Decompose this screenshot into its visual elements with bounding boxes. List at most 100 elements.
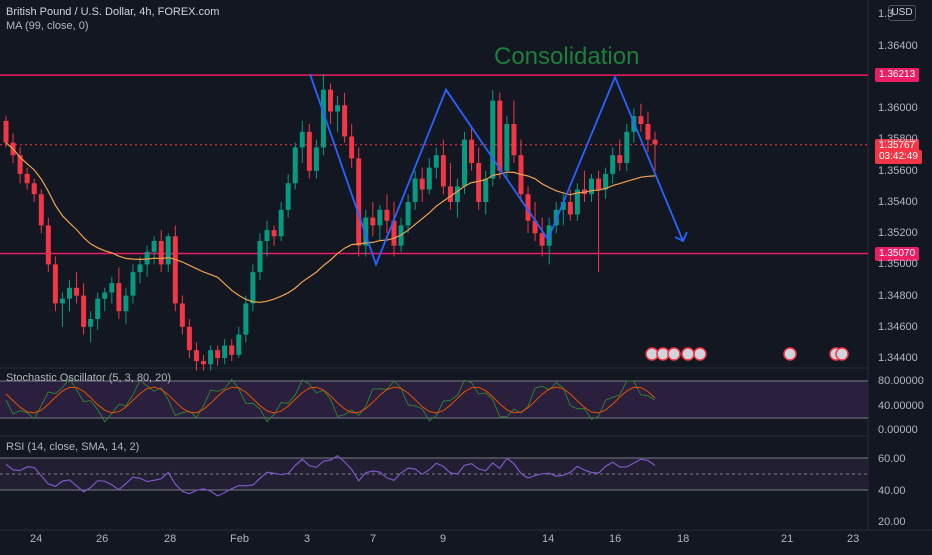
candle-body	[236, 334, 242, 355]
x-axis-label: 26	[96, 533, 109, 545]
candle-body	[243, 303, 249, 335]
currency-tag[interactable]: USD	[888, 5, 916, 21]
candle-body	[391, 220, 397, 246]
candle-body	[652, 139, 658, 145]
x-axis-label: 9	[440, 533, 447, 545]
candle-body	[31, 183, 37, 195]
candle-body	[617, 155, 623, 163]
candle-body	[52, 264, 58, 304]
consolidation-label: Consolidation	[494, 43, 640, 70]
candle-body	[95, 298, 101, 319]
rsi-legend[interactable]: RSI (14, close, SMA, 14, 2)	[6, 441, 140, 453]
stoch-legend[interactable]: Stochastic Oscillator (5, 3, 80, 20)	[6, 372, 172, 384]
event-flag-icon	[783, 347, 797, 361]
rsi-tick: 20.00	[878, 516, 906, 528]
candle-body	[102, 292, 108, 299]
x-axis-label: 3	[304, 533, 311, 545]
symbol-title[interactable]: British Pound / U.S. Dollar, 4h, FOREX.c…	[6, 6, 220, 18]
candle-body	[384, 209, 390, 221]
stoch-band	[0, 381, 868, 418]
price-axis-partial-top: 1.3	[878, 8, 894, 20]
candle-body	[264, 230, 270, 241]
candle-body	[59, 298, 65, 304]
candle-body	[66, 287, 72, 299]
candle-body	[74, 287, 80, 296]
candle-body	[610, 155, 616, 174]
candle-body	[433, 155, 439, 168]
price-tick: 1.36000	[878, 102, 918, 114]
resistance-price-badge: 1.36213	[875, 68, 920, 82]
price-tick: 1.35000	[878, 258, 918, 270]
event-flag-icon	[656, 347, 670, 361]
candle-body	[3, 120, 9, 143]
stoch-k-line	[5, 377, 656, 423]
candle-body	[377, 209, 383, 226]
candle-body	[447, 186, 453, 202]
candle-body	[292, 147, 298, 184]
x-axis-label: 21	[781, 533, 794, 545]
candle-body	[589, 178, 595, 195]
candle-body	[539, 233, 545, 246]
x-axis-label: 14	[542, 533, 555, 545]
x-axis-label: 18	[677, 533, 690, 545]
rsi-tick: 60.00	[878, 453, 906, 465]
candle-body	[257, 241, 263, 273]
candle-body	[320, 89, 326, 148]
stoch-tick: 0.00000	[878, 424, 918, 436]
x-axis-label: Feb	[230, 533, 249, 545]
candle-body	[285, 183, 291, 210]
candle-body	[38, 194, 44, 226]
candle-body	[271, 230, 277, 237]
candle-body	[186, 326, 192, 351]
price-tick: 1.35800	[878, 133, 918, 145]
price-tick: 1.34400	[878, 352, 918, 364]
price-tick: 1.34600	[878, 321, 918, 333]
x-axis-label: 23	[847, 533, 860, 545]
stoch-tick: 40.00000	[878, 400, 924, 412]
candle-body	[483, 178, 489, 202]
price-tick: 1.36400	[878, 40, 918, 52]
candle-body	[419, 178, 425, 190]
candle-body	[638, 116, 644, 124]
candle-body	[158, 241, 164, 265]
ma-99-line	[5, 142, 656, 303]
candle-body	[462, 139, 468, 187]
candle-body	[193, 350, 199, 362]
price-tick: 1.34800	[878, 290, 918, 302]
stoch-d-line	[5, 386, 656, 414]
candle-body	[490, 100, 496, 179]
candle-body	[454, 186, 460, 202]
candle-body	[469, 139, 475, 163]
candle-body	[165, 236, 171, 265]
candle-body	[370, 217, 376, 226]
x-axis-label: 24	[30, 533, 43, 545]
countdown-badge: 03:42:49	[875, 150, 922, 164]
candle-body	[116, 283, 122, 312]
ma-legend[interactable]: MA (99, close, 0)	[6, 20, 89, 32]
candle-body	[215, 350, 221, 358]
candle-body	[342, 105, 348, 137]
candle-body	[250, 272, 256, 304]
stoch-tick: 80.00000	[878, 375, 924, 387]
candle-body	[335, 105, 341, 112]
candle-body	[596, 178, 602, 190]
candle-body	[645, 124, 651, 140]
candle-body	[440, 155, 446, 187]
candle-body	[313, 147, 319, 171]
candle-body	[525, 194, 531, 221]
price-tick: 1.35400	[878, 196, 918, 208]
candle-body	[222, 345, 228, 358]
candle-body	[278, 209, 284, 237]
candle-body	[504, 124, 510, 171]
candle-body	[144, 251, 150, 265]
event-flag-icon	[835, 347, 849, 361]
candle-body	[208, 350, 214, 365]
x-axis-label: 28	[164, 533, 177, 545]
candle-body	[574, 189, 580, 215]
candle-body	[151, 241, 157, 252]
price-tick: 1.35200	[878, 227, 918, 239]
price-tick: 1.35600	[878, 165, 918, 177]
candle-body	[201, 361, 207, 365]
rsi-line	[5, 454, 656, 497]
